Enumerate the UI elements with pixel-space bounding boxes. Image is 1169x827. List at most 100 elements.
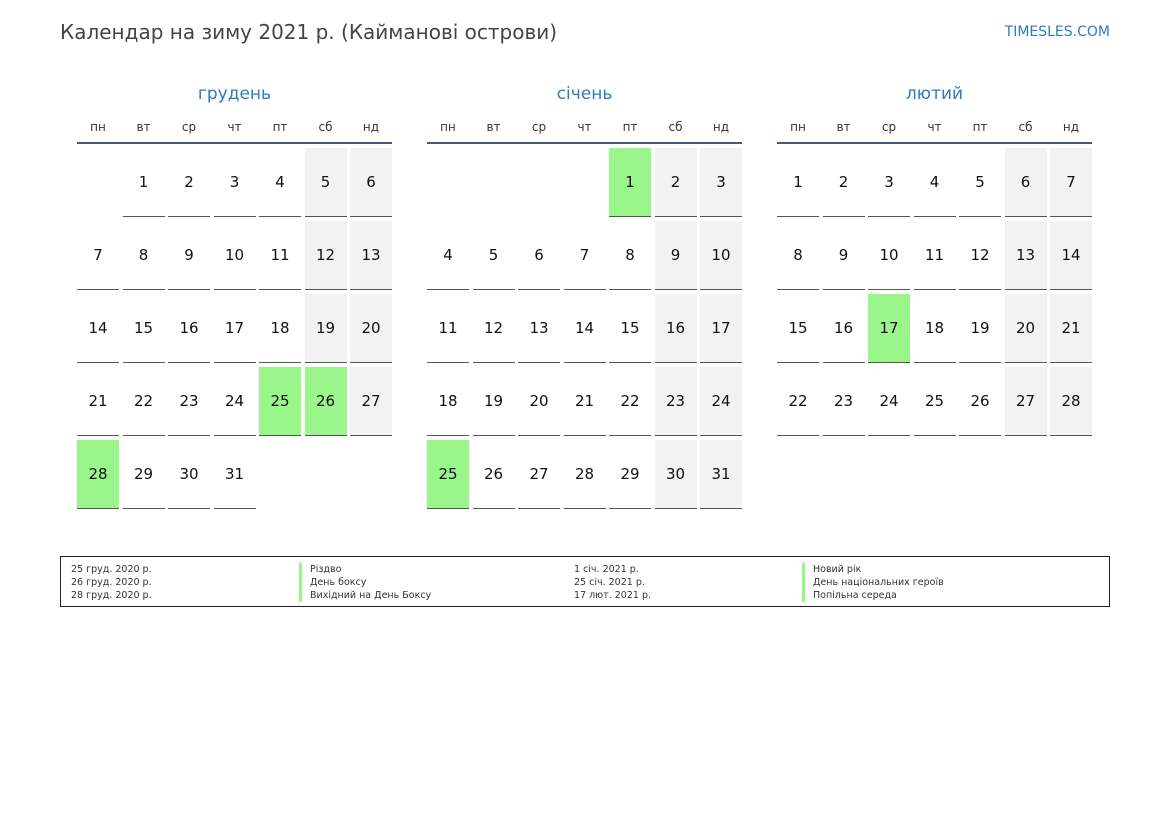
day-cell: 28 xyxy=(563,440,606,509)
weekday-label: вт xyxy=(836,120,851,134)
day-cell: 13 xyxy=(350,221,392,290)
weekday-label: пт xyxy=(272,120,288,134)
day-cell: 15 xyxy=(777,294,819,363)
day-cell: 12 xyxy=(304,221,347,290)
day-cell: 6 xyxy=(518,221,560,290)
weekday-label: пн xyxy=(440,120,456,134)
month-name: лютий xyxy=(905,84,964,104)
legend-date: 26 груд. 2020 р. xyxy=(71,577,152,588)
day-cell: 16 xyxy=(654,294,697,363)
legend-date: 25 січ. 2021 р. xyxy=(574,577,645,588)
legend-holiday-name: Новий рік xyxy=(802,563,1053,576)
weekday-label: чт xyxy=(927,120,942,134)
weekday-label: нд xyxy=(1062,120,1080,134)
day-cell: 20 xyxy=(350,294,392,363)
day-cell: 12 xyxy=(472,294,515,363)
day-cell: 11 xyxy=(259,221,301,290)
day-cell: 24 xyxy=(700,367,742,436)
day-cell: 8 xyxy=(122,221,165,290)
day-cell: 3 xyxy=(213,148,256,217)
holiday-day-cell: 26 xyxy=(304,367,347,436)
holiday-day-cell: 17 xyxy=(868,294,910,363)
weekday-label: пт xyxy=(972,120,988,134)
day-cell: 4 xyxy=(913,148,956,217)
weekday-label: нд xyxy=(712,120,730,134)
day-cell: 24 xyxy=(868,367,910,436)
day-cell: 6 xyxy=(1004,148,1047,217)
day-cell: 25 xyxy=(913,367,956,436)
weekday-label: ср xyxy=(881,120,897,134)
legend-holiday-name: Різдво xyxy=(299,563,550,576)
day-cell: 21 xyxy=(77,367,119,436)
day-cell: 11 xyxy=(913,221,956,290)
day-cell: 14 xyxy=(1050,221,1092,290)
weekday-label: ср xyxy=(181,120,197,134)
legend-holiday-name: Попільна середа xyxy=(802,589,1053,602)
weekday-label: вт xyxy=(136,120,151,134)
holiday-day-cell: 28 xyxy=(77,440,119,509)
day-cell: 2 xyxy=(654,148,697,217)
day-cell: 31 xyxy=(700,440,742,509)
day-cell: 27 xyxy=(1004,367,1047,436)
day-cell: 16 xyxy=(168,294,210,363)
day-cell: 9 xyxy=(822,221,865,290)
day-cell: 10 xyxy=(700,221,742,290)
day-cell: 15 xyxy=(609,294,651,363)
day-cell: 7 xyxy=(77,221,119,290)
weekday-label: сб xyxy=(318,120,333,134)
weekday-label: ср xyxy=(531,120,547,134)
legend-date: 1 січ. 2021 р. xyxy=(574,564,639,575)
legend-holiday-name: Вихідний на День Боксу xyxy=(299,589,550,602)
day-cell: 18 xyxy=(259,294,301,363)
day-cell: 1 xyxy=(777,148,819,217)
legend-date: 25 груд. 2020 р. xyxy=(71,564,152,575)
month-name: січень xyxy=(556,84,613,104)
day-cell: 6 xyxy=(350,148,392,217)
month-2: січень пн вт ср чт пт сб нд 1 2 3 4 5 6 7 8 9 10 11 12 13 14 1… xyxy=(427,84,742,509)
page-title: Календар на зиму 2021 р. (Кайманові остр… xyxy=(60,20,558,44)
day-cell: 17 xyxy=(213,294,256,363)
day-cell: 20 xyxy=(1004,294,1047,363)
day-cell: 2 xyxy=(168,148,210,217)
day-cell: 21 xyxy=(563,367,606,436)
day-cell: 20 xyxy=(518,367,560,436)
day-cell: 23 xyxy=(168,367,210,436)
day-cell: 5 xyxy=(472,221,515,290)
day-cell: 7 xyxy=(563,221,606,290)
brand-link[interactable]: TIMESLES.COM xyxy=(1004,24,1110,40)
day-cell: 3 xyxy=(700,148,742,217)
holiday-legend: 25 груд. 2020 р. Різдво 26 груд. 2020 р. Де… xyxy=(60,556,1110,607)
day-cell: 22 xyxy=(122,367,165,436)
day-cell: 30 xyxy=(654,440,697,509)
day-cell: 19 xyxy=(472,367,515,436)
weekday-label: чт xyxy=(227,120,242,134)
day-cell: 8 xyxy=(777,221,819,290)
weekday-label: пн xyxy=(790,120,806,134)
day-cell: 12 xyxy=(959,221,1001,290)
day-cell: 10 xyxy=(213,221,256,290)
day-cell: 23 xyxy=(822,367,865,436)
weekday-label: вт xyxy=(486,120,501,134)
weekday-header: пн вт ср чт пт сб нд xyxy=(77,118,392,144)
legend-holiday-name: День національних героїв xyxy=(802,576,1053,589)
day-cell: 21 xyxy=(1050,294,1092,363)
day-cell: 18 xyxy=(427,367,469,436)
weekday-header: пн вт ср чт пт сб нд xyxy=(777,118,1092,144)
day-cell: 11 xyxy=(427,294,469,363)
day-cell: 19 xyxy=(959,294,1001,363)
day-cell: 24 xyxy=(213,367,256,436)
legend-holiday-name: День боксу xyxy=(299,576,550,589)
day-cell: 5 xyxy=(959,148,1001,217)
month-1: грудень пн вт ср чт пт сб нд 1 2 3 4 5 6 7 8 9 10 11 12 13 14… xyxy=(77,84,392,509)
day-cell: 9 xyxy=(168,221,210,290)
holiday-day-cell: 25 xyxy=(427,440,469,509)
day-cell: 27 xyxy=(350,367,392,436)
day-cell: 4 xyxy=(259,148,301,217)
day-cell: 5 xyxy=(304,148,347,217)
day-cell: 22 xyxy=(777,367,819,436)
month-name: грудень xyxy=(197,84,272,104)
day-cell: 16 xyxy=(822,294,865,363)
month-3: лютий пн вт ср чт пт сб нд 1 2 3 4 5 6 7 8 9 10 11 12 13 14 15… xyxy=(777,84,1092,436)
weekday-label: сб xyxy=(668,120,683,134)
weekday-label: нд xyxy=(362,120,380,134)
